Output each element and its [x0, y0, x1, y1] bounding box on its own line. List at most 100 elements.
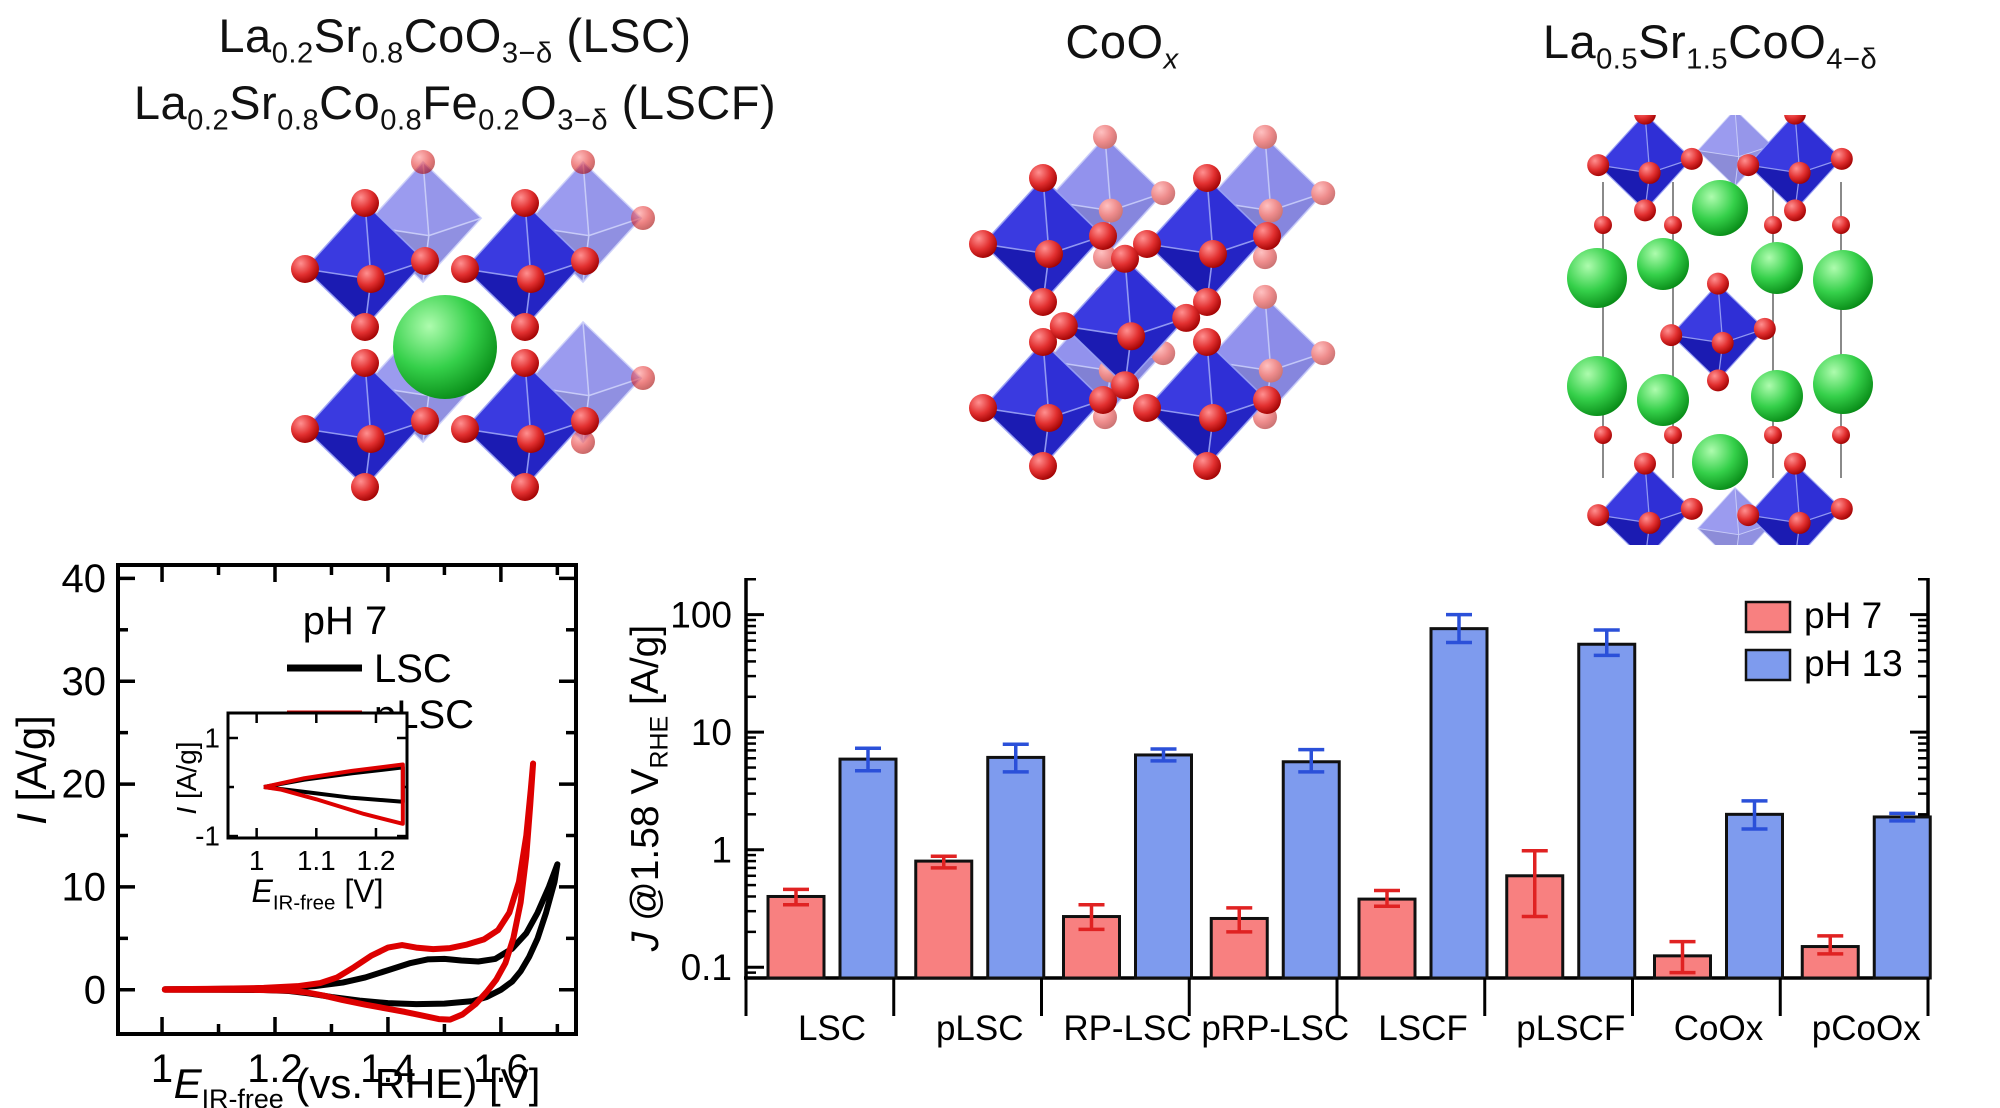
- oxygen-atom: [1093, 124, 1117, 149]
- x-tick-label: 1.2: [357, 845, 396, 876]
- cv-legend-title: pH 7: [303, 599, 388, 643]
- a-site-atom: [1751, 370, 1803, 422]
- oxygen-atom: [1253, 245, 1277, 270]
- bar-pH13-pLSC: [986, 755, 1046, 980]
- cobalt-octahedron: [969, 164, 1117, 316]
- y-tick-label: 40: [62, 557, 107, 601]
- legend-swatch-pH7: [1744, 600, 1792, 634]
- lsc-crystal-structure-image: [291, 150, 655, 501]
- cv-inset-series-pLSC: [263, 762, 405, 826]
- oxygen-atom: [1193, 452, 1221, 480]
- bar-category-label: LSC: [798, 1009, 866, 1048]
- y-tick-label: -1: [195, 821, 220, 852]
- oxygen-atom: [1660, 324, 1683, 347]
- oxygen-atom: [571, 150, 595, 174]
- lsc-lscf-title: La0.2Sr0.8CoO3−δ (LSC) La0.2Sr0.8Co0.8Fe…: [35, 6, 875, 139]
- rp-title: La0.5Sr1.5CoO4−δ: [1542, 15, 1878, 76]
- oxygen-atom: [1832, 216, 1850, 234]
- oxygen-atom: [1664, 426, 1682, 444]
- bar-pH13-LSCF: [1429, 627, 1489, 980]
- bar-legend-label: pH 13: [1804, 643, 1903, 684]
- cv-series-LSC: [161, 861, 561, 1008]
- bar-category-label: pLSC: [936, 1009, 1024, 1048]
- oxygen-atom: [1172, 303, 1201, 332]
- oxygen-atom: [571, 430, 595, 454]
- oxygen-atom: [1193, 164, 1221, 192]
- bar-pH13-pCoOx: [1872, 815, 1932, 980]
- bar-pH7-pLSC: [914, 859, 974, 980]
- lsc-formula: La0.2Sr0.8CoO3−δ (LSC): [218, 9, 692, 70]
- a-site-atom: [393, 295, 497, 399]
- y-tick-label: 20: [62, 763, 107, 807]
- cobalt-octahedron: [1049, 244, 1201, 400]
- oxygen-atom: [1193, 328, 1221, 356]
- bar-legend-label: pH 7: [1804, 595, 1882, 636]
- oxygen-atom: [1764, 216, 1782, 234]
- oxygen-atom: [1784, 452, 1806, 475]
- oxygen-atom: [1587, 504, 1610, 527]
- bar-y-tick-label: 10: [691, 712, 732, 753]
- x-tick-label: 1.2: [247, 1047, 303, 1091]
- oxygen-atom: [969, 230, 997, 258]
- oxygen-atom: [631, 206, 655, 230]
- oxygen-atom: [511, 189, 539, 217]
- y-tick-label: 0: [84, 968, 106, 1012]
- cobalt-octahedron: [1133, 164, 1281, 316]
- oxygen-atom: [1029, 328, 1057, 356]
- oxygen-atom: [357, 425, 385, 453]
- oxygen-atom: [1253, 386, 1281, 414]
- cv-legend-label: LSC: [374, 647, 452, 691]
- bar-y-axis-title: J @1.58 VRHE [A/g]: [624, 625, 673, 952]
- x-tick-label: 1: [249, 845, 265, 876]
- bar-pH13-pRP-LSC: [1281, 760, 1341, 980]
- bar-category-label: CoOx: [1674, 1009, 1764, 1048]
- cv-series-pLSC: [161, 760, 537, 1023]
- oxygen-atom: [1634, 115, 1656, 125]
- oxygen-atom: [1707, 272, 1729, 295]
- oxygen-atom: [969, 394, 997, 422]
- bar-pH13-CoOx: [1725, 812, 1784, 980]
- oxygen-atom: [411, 150, 435, 174]
- cobalt-octahedron: [451, 189, 599, 341]
- oxygen-atom: [511, 473, 539, 501]
- oxygen-atom: [1029, 452, 1057, 480]
- oxygen-atom: [1111, 244, 1139, 273]
- a-site-atom: [1567, 248, 1627, 308]
- bar-pH7-LSCF: [1357, 897, 1417, 980]
- oxygen-atom: [1199, 404, 1227, 432]
- cobalt-octahedron: [969, 328, 1117, 480]
- bar-pH13-RP-LSC: [1134, 753, 1193, 980]
- oxygen-atom: [1788, 161, 1811, 184]
- oxygen-atom: [351, 473, 379, 501]
- bar-category-label: RP-LSC: [1063, 1009, 1191, 1048]
- oxygen-atom: [1638, 161, 1661, 184]
- oxygen-atom: [1089, 222, 1117, 250]
- oxygen-atom: [1638, 511, 1661, 534]
- oxygen-atom: [1594, 216, 1612, 234]
- cobalt-octahedron: [1133, 328, 1281, 480]
- oxygen-atom: [1199, 240, 1227, 268]
- oxygen-atom: [1098, 198, 1123, 223]
- oxygen-atom: [451, 415, 479, 443]
- oxygen-atom: [1784, 199, 1806, 222]
- x-tick-label: 1.4: [360, 1047, 416, 1091]
- cv-line-chart: 1 1.2 1.4 1.6 0 10 20 30 40 EIR-free (vs. RHE) [V…: [8, 557, 578, 1108]
- oxygen-atom: [1680, 497, 1703, 520]
- cobalt-octahedron: [291, 189, 439, 341]
- oxygen-atom: [1737, 504, 1760, 527]
- oxygen-atom: [571, 247, 599, 275]
- cobalt-octahedron: [1737, 115, 1853, 222]
- a-site-atom: [1813, 250, 1873, 310]
- oxygen-atom: [1089, 386, 1117, 414]
- a-site-atom: [1813, 354, 1873, 414]
- a-site-atom: [1637, 238, 1689, 290]
- oxygen-atom: [1711, 331, 1734, 354]
- cobalt-octahedron: [1587, 452, 1703, 545]
- oxygen-atom: [1258, 358, 1283, 383]
- oxygen-atom: [1253, 222, 1281, 250]
- bar-y-tick-label: 0.1: [681, 947, 732, 988]
- oxygen-atom: [571, 407, 599, 435]
- oxygen-atom: [1111, 371, 1139, 400]
- cv-inset-y-axis-title: I [A/g]: [171, 741, 202, 814]
- oxygen-atom: [411, 407, 439, 435]
